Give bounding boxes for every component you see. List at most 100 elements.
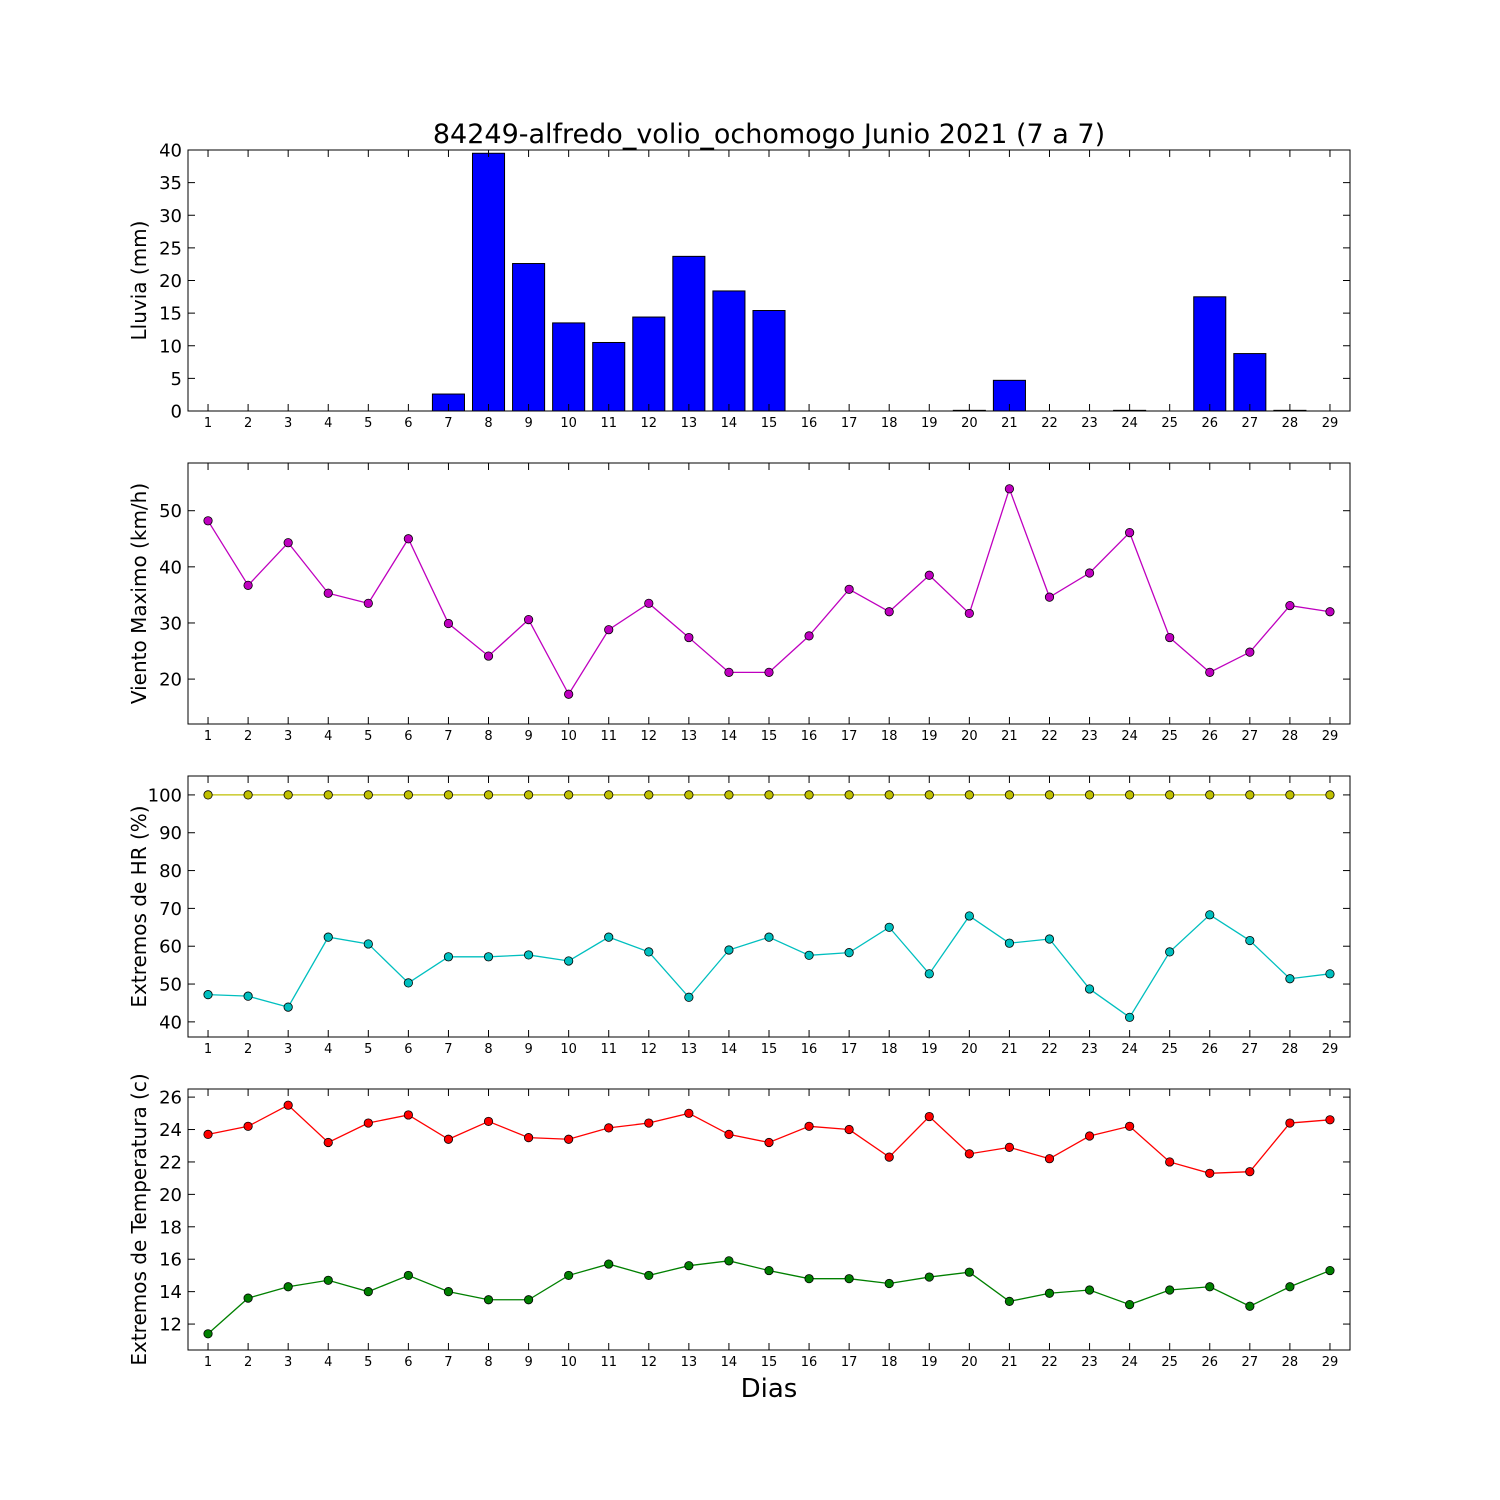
humedad-series-1-point-1	[203, 990, 213, 1000]
temperatura-xtick-label: 24	[1121, 1355, 1138, 1370]
temperatura-series-0-point-5	[363, 1118, 373, 1128]
temperatura-xtick-label: 7	[444, 1355, 452, 1370]
lluvia-bar-14	[712, 290, 746, 412]
lluvia-xtick-label: 5	[364, 416, 372, 431]
humedad-xtick-label: 12	[641, 1042, 658, 1057]
temperatura-series-1-point-20	[964, 1267, 974, 1277]
temperatura-xtick-label: 25	[1161, 1355, 1178, 1370]
viento-xtick-label: 1	[204, 729, 212, 744]
temperatura-series-1-point-8	[483, 1295, 494, 1305]
temperatura-series-1-point-23	[1084, 1285, 1095, 1295]
viento-xtick-label: 27	[1242, 729, 1259, 744]
lluvia-xtick-label: 7	[444, 416, 452, 431]
humedad-series-0-point-17	[844, 790, 854, 800]
viento-axes-frame	[187, 462, 1351, 725]
lluvia-xtick-label: 29	[1322, 416, 1339, 431]
temperatura-series-1-point-10	[564, 1270, 574, 1281]
humedad-series-0-point-11	[604, 790, 614, 800]
humedad-xtick-label: 18	[881, 1042, 898, 1057]
viento-ytick-label: 20	[159, 670, 182, 691]
temperatura-series-0-point-3	[283, 1100, 293, 1110]
temperatura-series-1-point-18	[884, 1278, 894, 1289]
viento-xtick-label: 4	[324, 729, 332, 744]
humedad-series-1-point-7	[443, 952, 454, 962]
temperatura-xtick-label: 21	[1001, 1355, 1018, 1370]
temperatura-xtick-label: 10	[560, 1355, 577, 1370]
temperatura-series-1-point-12	[644, 1270, 654, 1281]
viento-series-0-point-5	[363, 598, 373, 608]
temperatura-series-0-point-14	[724, 1129, 734, 1139]
viento-ytick-label: 30	[159, 613, 182, 634]
humedad-xtick-label: 13	[681, 1042, 698, 1057]
humedad-ytick-label: 100	[148, 785, 182, 806]
figure-title: 84249-alfredo_volio_ochomogo Junio 2021 …	[433, 119, 1105, 150]
temperatura-xtick-label: 16	[801, 1355, 818, 1370]
viento-series-0-point-25	[1165, 632, 1175, 643]
viento-series-0-point-21	[1004, 484, 1015, 494]
lluvia-xtick-label: 28	[1282, 416, 1299, 431]
lluvia-xtick-label: 23	[1081, 416, 1098, 431]
temperatura-series-0-point-20	[964, 1149, 974, 1159]
humedad-series-1-point-27	[1245, 935, 1255, 946]
temperatura-ytick-label: 26	[159, 1088, 182, 1109]
humedad-xtick-label: 6	[404, 1042, 412, 1057]
humedad-series-0-point-20	[964, 790, 974, 800]
viento-xtick-label: 24	[1121, 729, 1138, 744]
temperatura-xtick-label: 2	[244, 1355, 252, 1370]
temperatura-ytick-label: 14	[159, 1282, 182, 1303]
viento-series-0-point-27	[1245, 647, 1255, 657]
humedad-xtick-label: 9	[524, 1042, 532, 1057]
temperatura-xtick-label: 15	[761, 1355, 778, 1370]
viento-series-0-point-18	[884, 607, 894, 617]
temperatura-series-1-point-29	[1325, 1265, 1335, 1276]
lluvia-bar-27	[1233, 353, 1267, 412]
humedad-xtick-label: 14	[721, 1042, 738, 1057]
humedad-series-1-point-29	[1325, 969, 1335, 979]
humedad-xtick-label: 10	[560, 1042, 577, 1057]
lluvia-ytick-label: 25	[159, 238, 182, 259]
viento-series-0-point-4	[323, 588, 333, 598]
viento-series-0-point-3	[283, 538, 293, 548]
lluvia-xtick-label: 25	[1161, 416, 1178, 431]
temperatura-xtick-label: 20	[961, 1355, 978, 1370]
lluvia-bar-10	[552, 322, 586, 412]
lluvia-xtick-label: 26	[1201, 416, 1218, 431]
temperatura-series-0-point-21	[1004, 1142, 1015, 1152]
viento-xtick-label: 15	[761, 729, 778, 744]
temperatura-xtick-label: 17	[841, 1355, 858, 1370]
humedad-ytick-label: 60	[159, 937, 182, 958]
humedad-series-0-point-9	[523, 790, 534, 800]
temperatura-xtick-label: 18	[881, 1355, 898, 1370]
temperatura-series-0-point-7	[443, 1134, 454, 1144]
humedad-series-0-point-21	[1004, 790, 1015, 800]
temperatura-series-0-point-24	[1125, 1121, 1135, 1131]
humedad-series-1-point-9	[523, 950, 534, 960]
humedad-xtick-label: 5	[364, 1042, 372, 1057]
humedad-xtick-label: 26	[1201, 1042, 1218, 1057]
temperatura-series-0-point-28	[1285, 1118, 1295, 1128]
humedad-series-0-point-7	[443, 790, 454, 800]
humedad-series-1-point-15	[764, 932, 774, 942]
viento-series-0-point-29	[1325, 607, 1335, 617]
lluvia-xtick-label: 4	[324, 416, 332, 431]
lluvia-xtick-label: 11	[600, 416, 617, 431]
humedad-series-1-point-12	[644, 947, 654, 957]
viento-y-axis-label: Viento Maximo (km/h)	[127, 483, 151, 704]
temperatura-series-1-point-9	[523, 1295, 534, 1305]
temperatura-xtick-label: 5	[364, 1355, 372, 1370]
humedad-series-1-point-10	[564, 956, 574, 966]
temperatura-xtick-label: 4	[324, 1355, 332, 1370]
temperatura-series-0-point-2	[243, 1121, 253, 1131]
humedad-series-0-point-4	[323, 790, 333, 800]
temperatura-xtick-label: 23	[1081, 1355, 1098, 1370]
humedad-ytick-label: 80	[159, 861, 182, 882]
humedad-series-0-point-19	[924, 790, 934, 800]
humedad-series-1-point-17	[844, 948, 854, 958]
lluvia-xtick-label: 9	[524, 416, 532, 431]
temperatura-xtick-label: 6	[404, 1355, 412, 1370]
temperatura-series-0-point-27	[1245, 1167, 1255, 1177]
humedad-xtick-label: 23	[1081, 1042, 1098, 1057]
temperatura-xtick-label: 1	[204, 1355, 212, 1370]
lluvia-xtick-label: 10	[560, 416, 577, 431]
